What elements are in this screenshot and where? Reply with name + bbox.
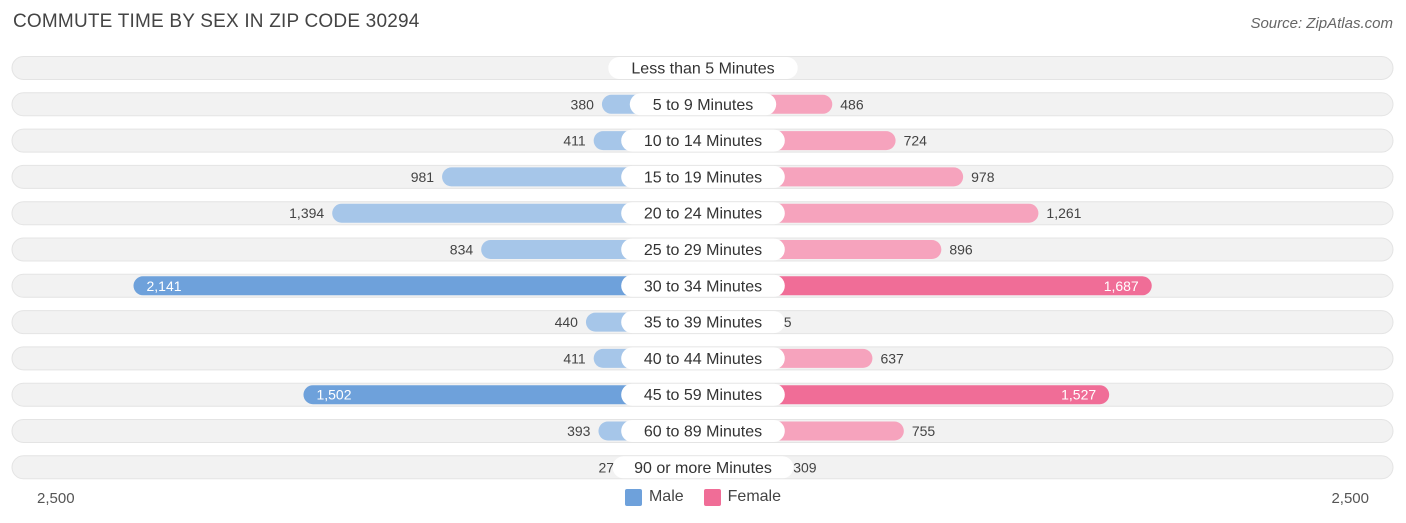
chart-row: 393 755 60 to 89 Minutes: [11, 419, 1394, 443]
bar-male: [303, 385, 703, 405]
category-label: Less than 5 Minutes: [631, 61, 774, 78]
value-label-female: 637: [880, 350, 904, 366]
bar-female: [703, 203, 1039, 223]
axis-left-label: 2,500: [37, 490, 75, 507]
chart-row: 1,502 1,527 45 to 59 Minutes: [11, 382, 1394, 407]
legend-swatch-male: [624, 488, 642, 506]
axis-right-label: 2,500: [1331, 490, 1369, 507]
value-label-male: 411: [563, 350, 586, 366]
value-label-male: 981: [411, 169, 435, 185]
value-label-male: 393: [567, 423, 591, 439]
value-label-male: 1,394: [289, 205, 324, 221]
bar-male: [332, 203, 703, 223]
category-label-background: [621, 129, 785, 152]
legend-swatch-female: [703, 488, 721, 506]
legend-label-female: Female: [727, 488, 782, 505]
category-label: 60 to 89 Minutes: [644, 424, 762, 441]
category-label-background: [629, 93, 777, 116]
category-label-background: [612, 456, 794, 479]
category-label-background: [621, 420, 785, 442]
category-label-background: [621, 202, 785, 225]
chart-canvas: 7441Less than 5 Minutes 380 486 5 to 9 Minu…: [11, 56, 1394, 480]
value-label-female: 1,527: [1061, 387, 1096, 403]
chart-row: 1,394 1,261 20 to 24 Minutes: [11, 201, 1394, 226]
category-label: 90 or more Minutes: [634, 460, 772, 477]
chart-row: 834 896 25 to 29 Minutes: [11, 237, 1394, 262]
category-label: 5 to 9 Minutes: [653, 97, 754, 114]
source-note: Source: ZipAtlas.com: [1250, 15, 1393, 32]
category-label-background: [621, 274, 785, 297]
category-label: 45 to 59 Minutes: [644, 387, 762, 404]
value-label-female: 978: [971, 169, 995, 185]
category-label: 35 to 39 Minutes: [644, 315, 762, 332]
category-label-background: [621, 383, 785, 406]
category-label-background: [621, 347, 785, 370]
category-label: 15 to 19 Minutes: [644, 169, 762, 186]
legend-label-male: Male: [648, 488, 684, 505]
category-label: 20 to 24 Minutes: [644, 206, 762, 223]
category-label: 40 to 44 Minutes: [644, 351, 762, 368]
category-label: 30 to 34 Minutes: [644, 278, 762, 295]
value-label-male: 834: [450, 242, 474, 258]
value-label-female: 755: [912, 423, 936, 439]
category-label-background: [621, 165, 785, 188]
chart-row: 7441Less than 5 Minutes: [11, 56, 1394, 80]
bar-female: [703, 276, 1152, 296]
value-label-female: 1,261: [1046, 205, 1081, 221]
value-label-male: 440: [555, 314, 579, 330]
value-label-female: 896: [949, 242, 973, 258]
category-label: 25 to 29 Minutes: [644, 242, 762, 259]
legend: Male Female: [0, 488, 1406, 506]
chart-row: 380 486 5 to 9 Minutes: [11, 92, 1394, 117]
value-label-female: 724: [904, 133, 928, 149]
value-label-female: 1,687: [1104, 278, 1139, 294]
category-label-background: [608, 57, 798, 79]
chart-row: 411 637 40 to 44 Minutes: [11, 346, 1394, 371]
legend-item-male: Male: [624, 488, 684, 506]
bar-male: [133, 276, 703, 296]
value-label-male: 380: [571, 96, 595, 112]
category-label-background: [621, 238, 785, 261]
value-label-male: 2,141: [146, 278, 181, 294]
bar-female: [703, 385, 1110, 405]
chart-row: 44021535 to 39 Minutes: [11, 310, 1394, 335]
category-label: 10 to 14 Minutes: [644, 133, 762, 150]
chart-title: COMMUTE TIME BY SEX IN ZIP CODE 30294: [13, 11, 420, 32]
value-label-female: 486: [840, 96, 864, 112]
chart-row: 411 724 10 to 14 Minutes: [11, 128, 1394, 153]
legend-item-female: Female: [703, 488, 782, 506]
value-label-male: 411: [563, 133, 586, 149]
value-label-male: 1,502: [316, 387, 351, 403]
value-label-female: 309: [793, 459, 817, 475]
category-label-background: [621, 311, 785, 334]
chart-row: 2,141 1,687 30 to 34 Minutes: [11, 273, 1394, 298]
chart-row: 981 978 15 to 19 Minutes: [11, 164, 1394, 189]
